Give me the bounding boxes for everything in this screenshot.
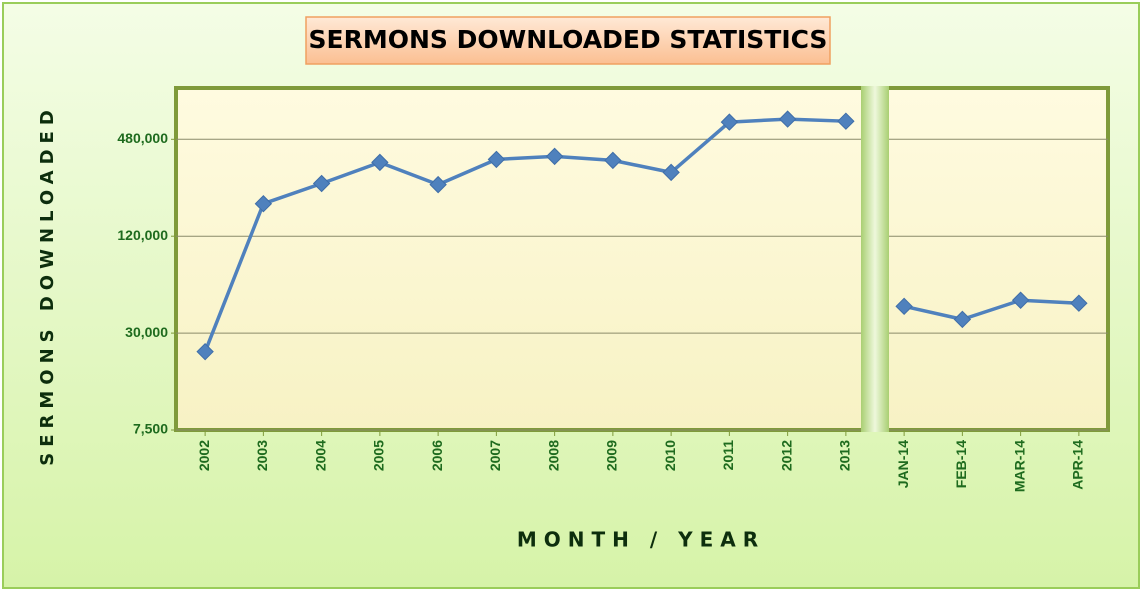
data-point	[196, 342, 214, 361]
x-axis-title: MONTH / YEAR	[517, 528, 765, 552]
data-point	[837, 112, 855, 130]
data-point	[1070, 294, 1088, 312]
x-tick-label: 2002	[196, 440, 212, 471]
x-tick-label: 2009	[604, 440, 620, 471]
title-box	[305, 16, 831, 65]
data-point	[604, 151, 622, 170]
y-tick-label: 480,000	[117, 130, 168, 146]
x-tick-label: 2004	[312, 440, 328, 471]
data-point	[254, 195, 273, 213]
chart-title: SERMONS DOWNLOADED STATISTICS	[309, 25, 828, 54]
x-tick-label: 2006	[429, 440, 445, 471]
data-point	[371, 153, 389, 172]
y-tick-label: 7,500	[133, 421, 168, 437]
x-tick-label: 2011	[720, 440, 736, 471]
x-tick-label: APR-14	[1070, 440, 1086, 490]
data-point	[778, 110, 797, 128]
x-tick-label: MAR-14	[1011, 440, 1027, 492]
y-axis-title: SERMONS DOWNLOADED	[37, 104, 58, 466]
x-tick-label: 2013	[837, 440, 853, 471]
x-tick-label: 2010	[662, 440, 678, 471]
data-point	[895, 297, 913, 316]
y-tick-label: 30,000	[125, 324, 168, 340]
x-tick-label: FEB-14	[953, 440, 969, 488]
x-tick-label: 2012	[778, 440, 794, 471]
x-tick-label: 2007	[487, 440, 503, 471]
data-point	[487, 150, 506, 169]
data-point	[953, 310, 972, 329]
plot-area	[174, 86, 1110, 432]
data-point	[1011, 291, 1030, 309]
x-tick-label: 2008	[545, 440, 561, 471]
axis-break	[861, 86, 889, 432]
x-tick-label: JAN-14	[895, 440, 911, 488]
x-tick-label: 2003	[254, 440, 270, 471]
data-point	[662, 163, 680, 182]
data-point	[312, 174, 331, 193]
data-point	[720, 113, 739, 131]
x-tick-label: 2005	[371, 440, 387, 471]
y-tick-label: 120,000	[117, 227, 168, 243]
data-line	[203, 117, 1079, 353]
plot-layer: 7,500 30,000 120,000 480,000 2002 2003 2004 200…	[117, 86, 1108, 492]
data-point	[429, 175, 447, 194]
data-point	[545, 147, 564, 166]
